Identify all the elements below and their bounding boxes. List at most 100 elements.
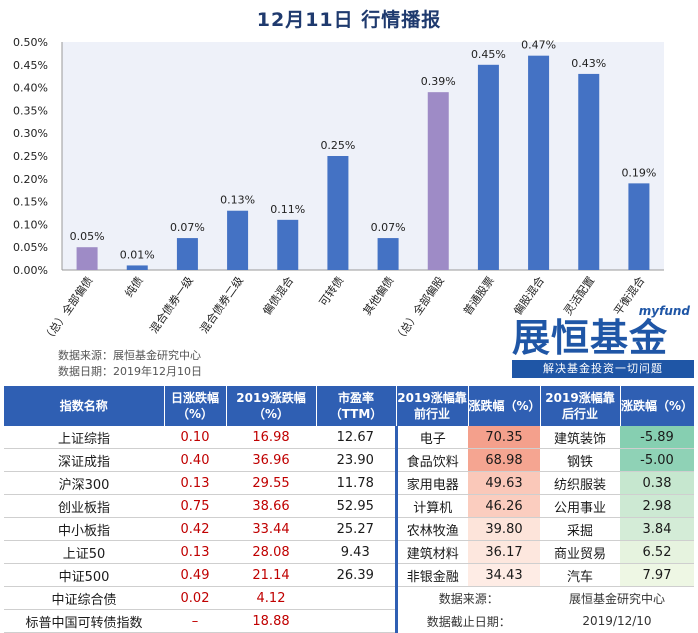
bottom-industry-change: -5.89 xyxy=(620,426,694,449)
data-label: 0.11% xyxy=(270,203,305,216)
index-name: 标普中国可转债指数 xyxy=(4,609,164,633)
ytd-change: 38.66 xyxy=(226,494,316,518)
bar xyxy=(277,219,299,270)
x-tick-label: 纯债 xyxy=(122,274,146,300)
bottom-industry-change: 0.38 xyxy=(620,471,694,495)
header-ytd-change: 2019涨跌幅（%） xyxy=(226,386,317,426)
top-industry-change: 46.26 xyxy=(468,494,540,518)
table-row: 中证500 0.49 21.14 26.39 非银金融 34.43 汽车 7.97 xyxy=(4,563,694,587)
ytd-change: 33.44 xyxy=(226,517,316,541)
data-label: 0.13% xyxy=(220,194,255,207)
x-tick-label: （总）全部偏债 xyxy=(40,274,96,345)
bar xyxy=(76,247,98,270)
footer-label: 数据来源： xyxy=(394,586,540,610)
bottom-industry: 采掘 xyxy=(540,517,620,541)
bar xyxy=(176,238,198,270)
bar xyxy=(377,238,399,270)
bottom-industry: 纺织服装 xyxy=(540,471,620,495)
x-tick-label: （总）全部偏股 xyxy=(391,274,447,345)
table-row: 中证综合债 0.02 4.12 数据来源： 展恒基金研究中心 xyxy=(4,586,694,610)
day-change: 0.42 xyxy=(164,517,226,541)
plot-area xyxy=(62,42,664,270)
y-tick-label: 0.50% xyxy=(13,36,48,49)
header-pe: 市盈率（TTM） xyxy=(316,386,397,426)
ytd-change: 36.96 xyxy=(226,448,316,472)
y-tick-label: 0.45% xyxy=(13,59,48,72)
top-industry-change: 34.43 xyxy=(468,563,540,587)
bar xyxy=(477,64,499,270)
pe-ratio xyxy=(316,609,396,633)
table-row: 深证成指 0.40 36.96 23.90 食品饮料 68.98 钢铁 -5.00 xyxy=(4,448,694,472)
x-tick-label: 偏债混合 xyxy=(260,274,297,318)
y-tick-label: 0.25% xyxy=(13,150,48,163)
table-header-row: 指数名称 日涨跌幅（%） 2019涨跌幅（%） 市盈率（TTM） 2019涨幅靠… xyxy=(4,386,695,426)
bar xyxy=(126,265,148,270)
table-row: 中小板指 0.42 33.44 25.27 农林牧渔 39.80 采掘 3.84 xyxy=(4,517,694,541)
logo-slogan: 解决基金投资一切问题 xyxy=(512,360,694,378)
bar xyxy=(227,210,249,270)
pe-ratio: 12.67 xyxy=(316,426,396,449)
pe-ratio xyxy=(316,586,396,610)
x-tick-label: 可转债 xyxy=(316,274,346,309)
index-name: 中证综合债 xyxy=(4,586,164,610)
bottom-industry-change: 7.97 xyxy=(620,563,694,587)
header-bottom-industry: 2019涨幅靠后行业 xyxy=(540,386,621,426)
top-industry: 农林牧渔 xyxy=(394,517,468,541)
ytd-change: 18.88 xyxy=(226,609,316,633)
bar xyxy=(427,92,449,270)
y-tick-label: 0.20% xyxy=(13,173,48,186)
top-industry: 食品饮料 xyxy=(394,448,468,472)
y-tick-label: 0.00% xyxy=(13,264,48,277)
data-label: 0.45% xyxy=(471,48,506,61)
chart-source-note: 数据来源：展恒基金研究中心 xyxy=(58,349,201,362)
header-day-change: 日涨跌幅（%） xyxy=(164,386,227,426)
x-tick-label: 混合债券二级 xyxy=(197,274,246,336)
bottom-industry-change: 6.52 xyxy=(620,540,694,564)
top-industry: 家用电器 xyxy=(394,471,468,495)
y-tick-label: 0.10% xyxy=(13,218,48,231)
x-tick-label: 普通股票 xyxy=(460,274,497,318)
day-change: 0.40 xyxy=(164,448,226,472)
top-industry-change: 68.98 xyxy=(468,448,540,472)
index-name: 中证500 xyxy=(4,563,164,587)
table-row: 上证综指 0.10 16.98 12.67 电子 70.35 建筑装饰 -5.89 xyxy=(4,426,694,449)
logo-chinese: 展恒基金 xyxy=(512,316,669,360)
index-name: 中小板指 xyxy=(4,517,164,541)
y-tick-label: 0.05% xyxy=(13,241,48,254)
index-name: 上证50 xyxy=(4,540,164,564)
top-industry-change: 39.80 xyxy=(468,517,540,541)
y-tick-label: 0.30% xyxy=(13,127,48,140)
ytd-change: 4.12 xyxy=(226,586,316,610)
day-change: 0.10 xyxy=(164,426,226,449)
bottom-industry: 公用事业 xyxy=(540,494,620,518)
chart-notes: 数据来源：展恒基金研究中心 数据日期：2019年12月10日 xyxy=(58,348,202,380)
pe-ratio: 25.27 xyxy=(316,517,396,541)
footer-value: 2019/12/10 xyxy=(582,614,652,628)
bar xyxy=(327,156,349,270)
brand-logo: myfund 展恒基金 解决基金投资一切问题 xyxy=(512,304,696,384)
table-row: 上证50 0.13 28.08 9.43 建筑材料 36.17 商业贸易 6.52 xyxy=(4,540,694,564)
pe-ratio: 52.95 xyxy=(316,494,396,518)
bar xyxy=(528,55,550,271)
index-name: 深证成指 xyxy=(4,448,164,472)
y-tick-label: 0.15% xyxy=(13,196,48,209)
pe-ratio: 23.90 xyxy=(316,448,396,472)
ytd-change: 28.08 xyxy=(226,540,316,564)
pe-ratio: 11.78 xyxy=(316,471,396,495)
header-bottom-change: 涨跌幅（%） xyxy=(620,386,695,426)
table-row: 创业板指 0.75 38.66 52.95 计算机 46.26 公用事业 2.98 xyxy=(4,494,694,518)
bottom-industry: 商业贸易 xyxy=(540,540,620,564)
ytd-change: 16.98 xyxy=(226,426,316,449)
header-top-change: 涨跌幅（%） xyxy=(468,386,541,426)
data-label: 0.01% xyxy=(120,248,155,261)
bottom-industry: 汽车 xyxy=(540,563,620,587)
bottom-industry: 钢铁 xyxy=(540,448,620,472)
x-tick-label: 混合债券一级 xyxy=(147,274,196,336)
bar xyxy=(628,183,650,270)
data-label: 0.07% xyxy=(371,221,406,234)
chart-date-note: 数据日期：2019年12月10日 xyxy=(58,365,202,378)
table-row: 标普中国可转债指数 –18.88 数据截止日期： 2019/12/10 xyxy=(4,609,694,633)
top-industry: 非银金融 xyxy=(394,563,468,587)
footer-value: 展恒基金研究中心 xyxy=(568,591,665,606)
data-label: 0.05% xyxy=(70,230,105,243)
